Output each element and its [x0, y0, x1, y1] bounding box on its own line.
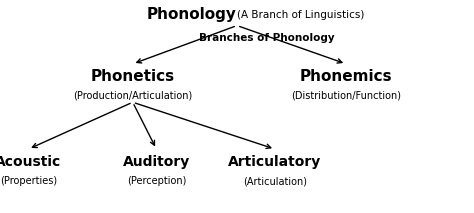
Text: Branches of Phonology: Branches of Phonology: [199, 33, 335, 43]
Text: Acoustic: Acoustic: [0, 155, 62, 169]
Text: (Perception): (Perception): [127, 176, 186, 186]
Text: (Distribution/Function): (Distribution/Function): [291, 91, 401, 101]
Text: Phonemics: Phonemics: [300, 69, 392, 84]
Text: (Production/Articulation): (Production/Articulation): [73, 91, 192, 101]
Text: (Articulation): (Articulation): [243, 176, 307, 186]
Text: (A Branch of Linguistics): (A Branch of Linguistics): [237, 10, 365, 20]
Text: Phonetics: Phonetics: [91, 69, 175, 84]
Text: Auditory: Auditory: [123, 155, 190, 169]
Text: Phonology: Phonology: [147, 7, 237, 22]
Text: (Properties): (Properties): [0, 176, 57, 186]
Text: Articulatory: Articulatory: [228, 155, 321, 169]
